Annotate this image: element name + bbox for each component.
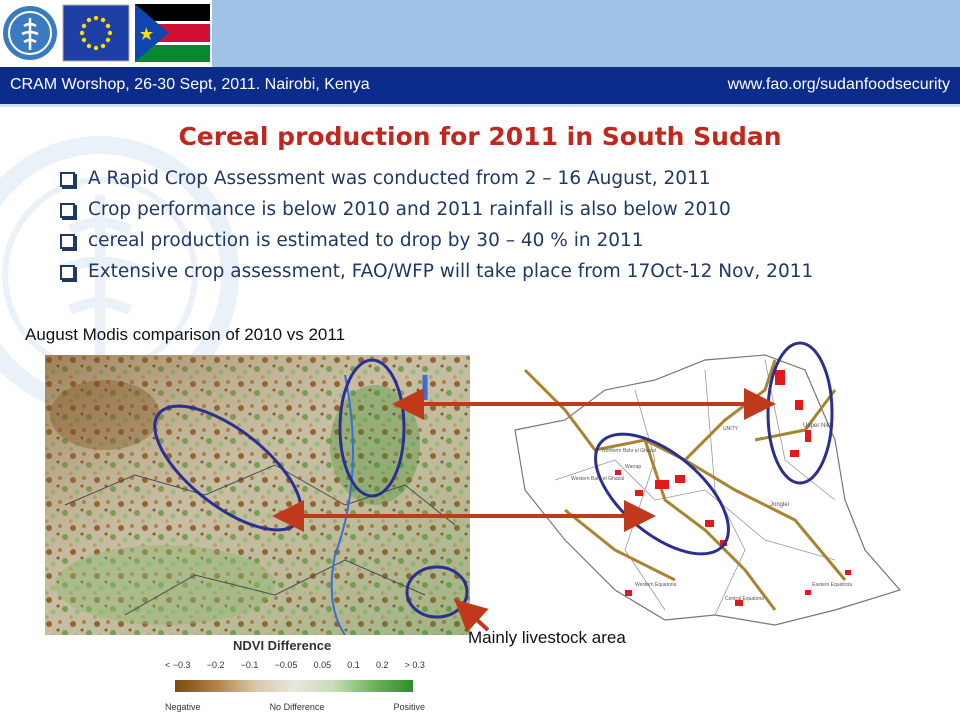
eastern-equatoria-label: Eastern Equatoria — [812, 582, 852, 588]
legend-tick: 0.05 — [313, 660, 332, 670]
livestock-annotation: Mainly livestock area — [468, 628, 626, 647]
legend-tick: −0.1 — [240, 660, 259, 670]
bullet-list: A Rapid Crop Assessment was conducted fr… — [60, 168, 813, 292]
upper-nile-label: Upper Nile — [803, 423, 832, 429]
ndvi-legend: NDVI Difference < −0.3 −0.2 −0.1 −0.05 0… — [165, 638, 425, 720]
legend-ticks: < −0.3 −0.2 −0.1 −0.05 0.05 0.1 0.2 > 0.… — [165, 660, 425, 670]
western-equatoria-label: Western Equatoria — [635, 582, 677, 588]
ndvi-difference-map — [45, 355, 470, 635]
legend-tick: 0.1 — [347, 660, 360, 670]
unity-label: UNITY — [723, 426, 739, 432]
legend-tick: 0.2 — [375, 660, 389, 670]
legend-label-positive: Positive — [393, 702, 425, 712]
legend-tick: −0.2 — [206, 660, 225, 670]
bullet-item: cereal production is estimated to drop b… — [60, 230, 813, 261]
checkbox-bullet-icon — [60, 234, 75, 249]
legend-tick: −0.05 — [274, 660, 298, 670]
northern-bahr-label: Northern Bahr el Ghazal — [602, 448, 656, 454]
slide-title: Cereal production for 2011 in South Suda… — [178, 122, 782, 151]
workshop-label: CRAM Worshop, 26-30 Sept, 2011. Nairobi,… — [10, 76, 370, 93]
website-link[interactable]: www.fao.org/sudanfoodsecurity — [727, 76, 950, 93]
legend-title: NDVI Difference — [233, 638, 332, 653]
western-bahr-label: Western Bahr el Ghazal — [571, 476, 624, 482]
cropland-map: Upper Nile UNITY Warrap Northern Bahr el… — [514, 354, 902, 626]
bullet-text: A Rapid Crop Assessment was conducted fr… — [88, 168, 711, 189]
bullet-text: Crop performance is below 2010 and 2011 … — [88, 199, 731, 220]
checkbox-bullet-icon — [60, 265, 75, 280]
legend-color-bar — [175, 680, 413, 692]
header-bar: CRAM Worshop, 26-30 Sept, 2011. Nairobi,… — [0, 67, 960, 107]
bullet-item: A Rapid Crop Assessment was conducted fr… — [60, 168, 813, 199]
logo-band — [0, 0, 960, 67]
warrap-label: Warrap — [625, 464, 641, 470]
bullet-text: cereal production is estimated to drop b… — [88, 230, 644, 251]
legend-label-neutral: No Difference — [269, 702, 325, 712]
legend-labels: Negative No Difference Positive — [165, 702, 425, 712]
legend-label-negative: Negative — [165, 702, 201, 712]
checkbox-bullet-icon — [60, 172, 75, 187]
modis-caption: August Modis comparison of 2010 vs 2011 — [25, 325, 346, 344]
legend-tick: < −0.3 — [165, 660, 191, 670]
logo-band-fill — [212, 0, 960, 67]
jonglei-label: Jonglei — [770, 502, 789, 508]
bullet-item: Crop performance is below 2010 and 2011 … — [60, 199, 813, 230]
south-sudan-flag — [135, 4, 210, 62]
checkbox-bullet-icon — [60, 203, 75, 218]
eu-flag — [62, 4, 130, 62]
legend-tick: > 0.3 — [404, 660, 425, 670]
central-equatoria-label: Central Equatoria — [725, 596, 764, 602]
fao-logo — [3, 6, 57, 60]
bullet-item: Extensive crop assessment, FAO/WFP will … — [60, 261, 813, 292]
bullet-text: Extensive crop assessment, FAO/WFP will … — [88, 261, 814, 282]
